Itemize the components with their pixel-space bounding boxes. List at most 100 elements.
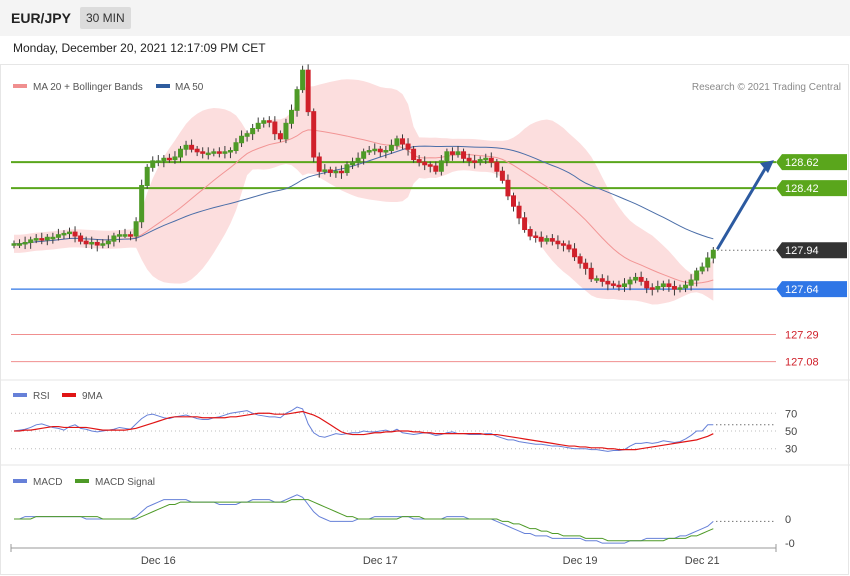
candle-68	[388, 139, 394, 154]
candle-99	[560, 240, 566, 252]
candle-95	[538, 231, 544, 248]
candle-body	[44, 236, 50, 241]
candle-111	[627, 276, 633, 291]
candle-32	[189, 139, 195, 153]
projection-arrow	[716, 166, 768, 251]
candle-12	[78, 232, 84, 245]
candle-body	[244, 133, 250, 137]
rsi-legend: RSI 9MA	[13, 391, 103, 402]
candle-body	[67, 231, 72, 235]
candle-66	[377, 145, 383, 158]
candle-3	[28, 236, 34, 249]
candle-body	[94, 241, 100, 246]
price-tag-shape	[776, 180, 847, 197]
candle-44	[255, 117, 261, 132]
candle-94	[533, 231, 539, 243]
candle-86	[488, 152, 494, 168]
candle-4	[33, 234, 39, 244]
candle-body	[616, 284, 622, 288]
candle-74	[422, 156, 428, 171]
macd-signal-legend-swatch	[75, 479, 89, 483]
candle-101	[572, 243, 578, 261]
ma50-legend-swatch	[156, 84, 170, 88]
candle-body	[183, 144, 189, 150]
candle-body	[522, 217, 528, 231]
rsi-legend-swatch	[13, 393, 27, 397]
candle-31	[183, 140, 189, 156]
candle-118	[666, 279, 672, 292]
last-price-tag-2: 127.94	[776, 242, 847, 259]
candle-54	[311, 108, 317, 163]
candle-108	[610, 280, 616, 289]
candle-98	[555, 235, 561, 250]
candle-17	[105, 235, 111, 249]
price-tag-shape	[776, 242, 847, 259]
candle-40	[233, 138, 239, 154]
candle-67	[383, 145, 389, 159]
candle-26	[155, 155, 161, 167]
candle-body	[28, 239, 34, 243]
timeframe-button[interactable]: 30 MIN	[80, 7, 131, 29]
candle-body	[227, 150, 233, 153]
macd-legend: MACD MACD Signal	[13, 477, 155, 488]
candle-body	[505, 179, 511, 197]
candle-body	[583, 262, 589, 269]
candle-body	[89, 241, 95, 245]
candle-121	[683, 280, 689, 293]
candle-body	[83, 240, 89, 245]
candle-body	[627, 279, 633, 285]
candle-123	[694, 267, 700, 287]
candle-body	[516, 205, 522, 219]
candle-30	[178, 145, 183, 163]
candle-body	[427, 164, 433, 167]
candle-37	[216, 147, 222, 158]
candle-126	[710, 247, 716, 264]
candle-body	[377, 148, 383, 153]
candle-88	[499, 166, 505, 184]
rsi-ma-legend-swatch	[62, 393, 76, 397]
candle-body	[166, 157, 172, 161]
candle-body	[139, 184, 145, 223]
candle-69	[394, 135, 400, 150]
macd-tick-0: 0	[785, 514, 791, 526]
candle-11	[72, 226, 78, 243]
candle-105	[594, 275, 600, 284]
candle-body	[344, 164, 350, 174]
candle-body	[694, 270, 700, 281]
rsi-legend-label: RSI	[33, 391, 50, 402]
candle-115	[649, 283, 655, 296]
candle-body	[361, 151, 367, 159]
candle-body	[266, 120, 272, 123]
candle-body	[383, 150, 389, 153]
rsi-tick-1: 50	[785, 426, 797, 438]
candle-13	[83, 236, 89, 249]
candle-89	[505, 174, 511, 201]
candle-body	[338, 170, 344, 174]
candle-110	[622, 278, 627, 292]
x-tick-2: Dec 19	[563, 555, 598, 567]
candle-81	[461, 148, 467, 163]
candle-71	[405, 138, 411, 156]
candle-body	[555, 240, 561, 245]
candle-body	[594, 278, 600, 281]
candle-100	[566, 240, 572, 253]
timestamp: Monday, December 20, 2021 12:17:09 PM CE…	[13, 41, 266, 55]
candle-114	[644, 278, 650, 294]
candle-body	[327, 169, 333, 174]
candle-body	[649, 287, 655, 290]
candle-19	[116, 230, 122, 243]
candle-116	[655, 280, 661, 293]
candle-body	[544, 238, 550, 242]
candle-body	[283, 122, 289, 140]
candle-125	[705, 252, 711, 272]
lower-level-label-4: 127.29	[785, 329, 819, 341]
candle-body	[438, 160, 444, 172]
macd-signal-line	[14, 499, 714, 542]
candle-body	[11, 243, 17, 246]
candle-90	[511, 192, 516, 212]
candle-body	[666, 283, 672, 288]
candle-122	[688, 274, 694, 291]
price-tag-shape	[776, 281, 847, 298]
candle-body	[405, 143, 411, 150]
candle-body	[50, 236, 56, 240]
